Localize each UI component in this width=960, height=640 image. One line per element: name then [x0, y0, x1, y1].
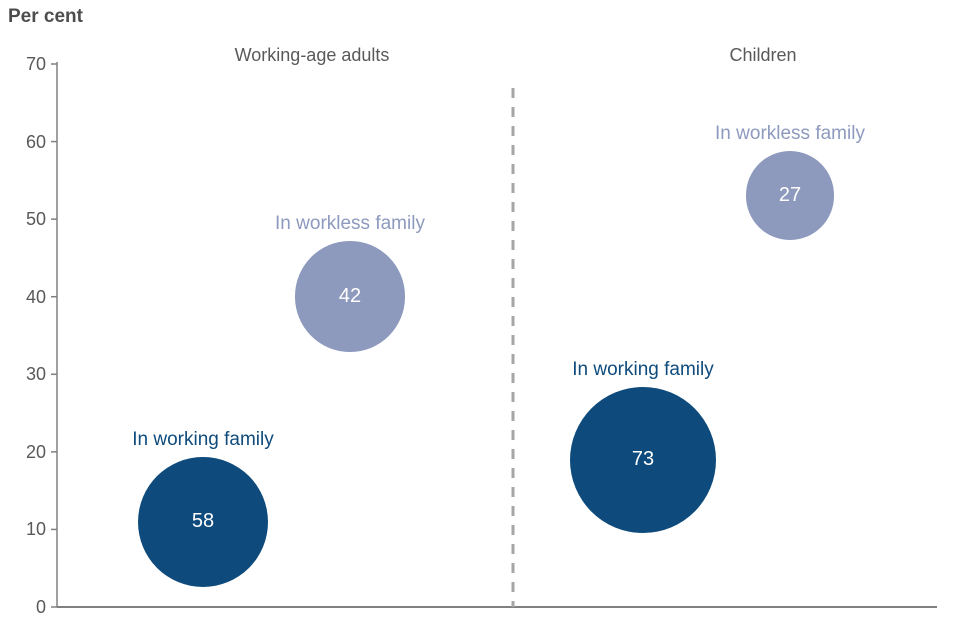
y-tick-label-10: 10	[25, 519, 46, 540]
bubble-value: 73	[631, 448, 655, 471]
bubble-value: 42	[338, 285, 362, 308]
bubble-in-workless-family-panel1: 27	[745, 151, 835, 241]
bubble-label-in-workless-family-panel1: In workless family	[715, 123, 865, 145]
bubble-in-working-family-panel1: 73	[569, 386, 717, 533]
y-tick-label-40: 40	[25, 286, 46, 307]
panel-title-working-age-adults: Working-age adults	[234, 45, 390, 65]
bubble-value: 58	[191, 510, 215, 533]
bubble-in-working-family-panel0: 58	[137, 456, 269, 587]
bubble-value: 27	[778, 184, 802, 207]
bubble-in-workless-family-panel0: 42	[294, 241, 406, 353]
y-tick-label-20: 20	[25, 441, 46, 462]
y-tick-label-50: 50	[25, 209, 46, 230]
y-tick-label-0: 0	[35, 597, 46, 617]
y-tick-label-30: 30	[25, 364, 46, 385]
panel-title-children: Children	[729, 45, 797, 65]
y-tick-label-70: 70	[25, 54, 46, 74]
y-axis-title: Per cent	[8, 6, 83, 27]
bubble-label-in-workless-family-panel0: In workless family	[275, 213, 425, 235]
y-tick-label-60: 60	[25, 131, 46, 152]
bubble-label-in-working-family-panel0: In working family	[132, 428, 274, 450]
bubble-label-in-working-family-panel1: In working family	[572, 358, 714, 380]
